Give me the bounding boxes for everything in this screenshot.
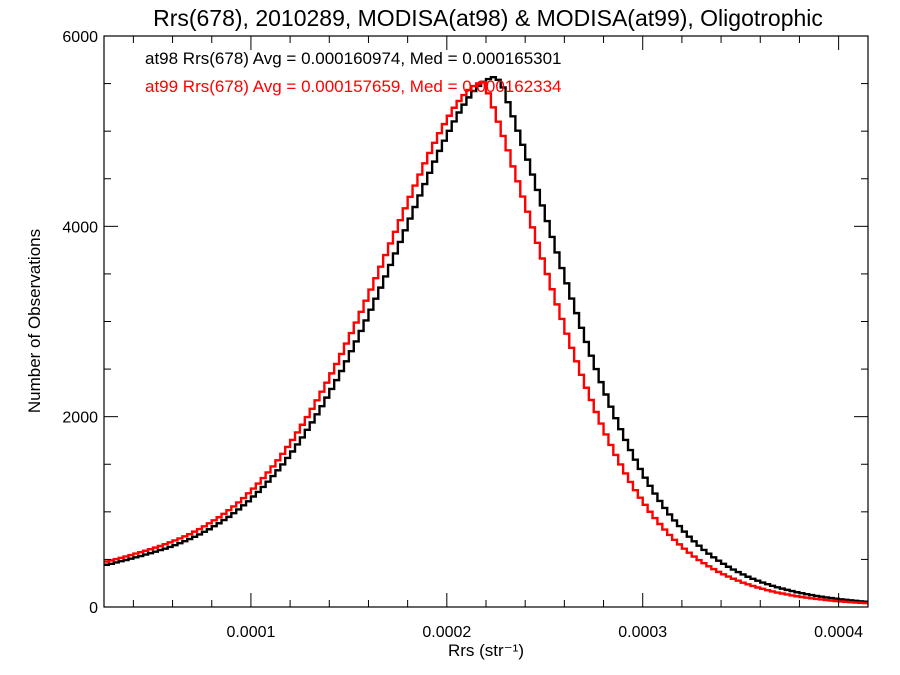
x-tick-label: 0.0003 bbox=[618, 624, 667, 641]
plot-area bbox=[104, 76, 868, 605]
x-tick-label: 0.0002 bbox=[422, 624, 471, 641]
plot-frame bbox=[103, 35, 869, 608]
y-tick-label: 0 bbox=[89, 600, 98, 617]
y-tick-label: 6000 bbox=[62, 29, 98, 46]
x-axis-label: Rrs (str⁻¹) bbox=[448, 641, 524, 660]
y-axis-label: Number of Observations bbox=[25, 229, 44, 413]
chart-title: Rrs(678), 2010289, MODISA(at98) & MODISA… bbox=[153, 5, 823, 31]
y-tick-label: 2000 bbox=[62, 410, 98, 427]
x-tick-label: 0.0004 bbox=[814, 624, 863, 641]
y-tick-label: 4000 bbox=[62, 219, 98, 236]
x-tick-label: 0.0001 bbox=[226, 624, 275, 641]
histogram-series-at98 bbox=[104, 76, 868, 604]
annotation-at99: at99 Rrs(678) Avg = 0.000157659, Med = 0… bbox=[145, 77, 562, 96]
histogram-series-at99 bbox=[104, 80, 868, 605]
annotation-at98: at98 Rrs(678) Avg = 0.000160974, Med = 0… bbox=[145, 49, 562, 68]
axis-ticks: 0.0001 0.0002 0.0003 0.0004 0 2000 4000 6000 bbox=[62, 29, 868, 641]
